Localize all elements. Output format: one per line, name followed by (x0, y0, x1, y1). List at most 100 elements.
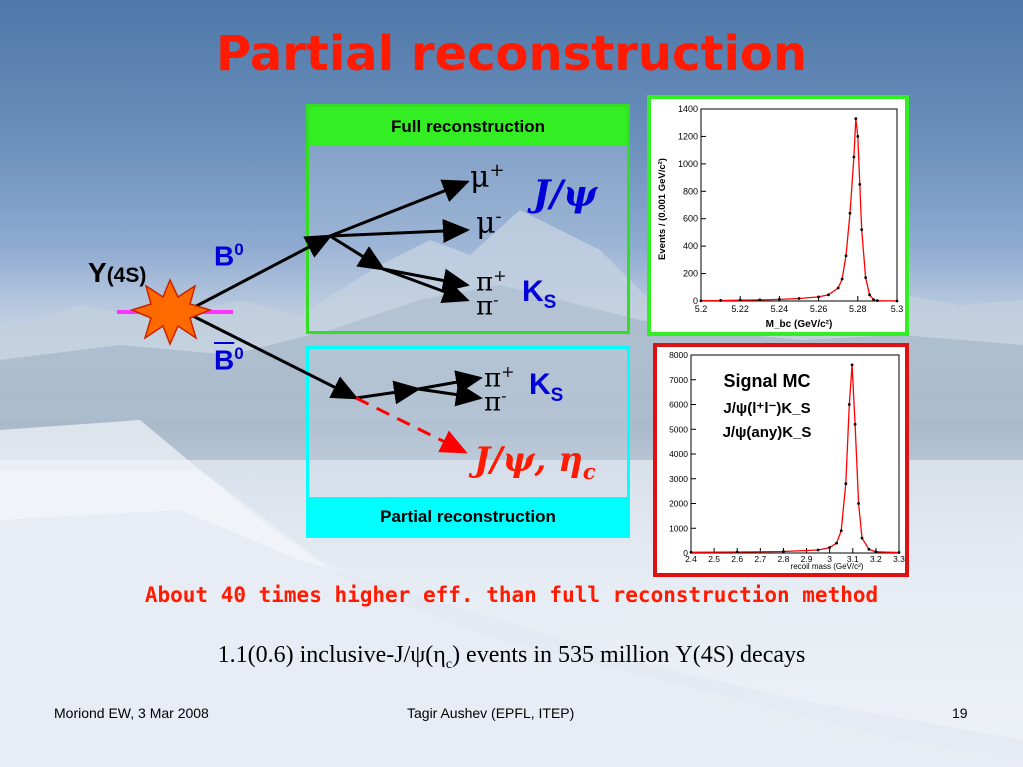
data-point (857, 502, 860, 505)
data-point (844, 254, 848, 258)
data-point (828, 546, 832, 549)
mu-plus-label: μ+ (470, 160, 505, 195)
b0-label: B0 (214, 240, 244, 272)
jpsi-etac-label: J/ψ, ηc (474, 440, 596, 484)
x-tick-label: 3.2 (870, 554, 882, 564)
b0-track (184, 234, 333, 314)
x-tick-label: 3 (827, 554, 832, 564)
data-point (852, 155, 856, 159)
data-point (735, 550, 739, 554)
data-point (897, 551, 901, 554)
data-point (840, 277, 844, 281)
x-tick-label: 2.6 (731, 554, 743, 564)
data-point (782, 550, 785, 553)
y-tick-label: 600 (683, 214, 698, 224)
y-tick-label: 200 (683, 269, 698, 279)
y-tick-label: 6000 (669, 400, 688, 410)
fit-curve (690, 364, 900, 554)
y-axis-label: Events / (0.001 GeV/c²) (657, 158, 668, 260)
x-tick-label: 3.1 (847, 554, 859, 564)
data-point (856, 135, 860, 138)
x-tick-label: 2.7 (754, 554, 766, 564)
mu-minus-track (329, 219, 470, 244)
data-point (872, 298, 875, 302)
x-axis-label: recoil mass (GeV/c²) (791, 562, 864, 571)
fit-curve (700, 118, 898, 302)
data-point (738, 298, 742, 302)
data-point (864, 276, 868, 280)
data-point (797, 297, 801, 300)
pi-minus-1-track (382, 267, 470, 303)
data-point (860, 228, 864, 232)
b0bar-label: B0 (214, 344, 244, 376)
data-point (836, 286, 840, 290)
data-point (853, 422, 857, 426)
y-tick-label: 1400 (678, 104, 698, 114)
pi-minus-2-label: π- (484, 386, 507, 418)
y-tick-label: 800 (683, 186, 698, 196)
ks-1-label: KS (522, 275, 557, 313)
y-tick-label: 5000 (669, 424, 688, 434)
x-tick-label: 5.28 (849, 304, 867, 314)
pi-plus-1-track (382, 267, 470, 293)
y-tick-label: 1000 (669, 523, 688, 533)
data-point (699, 299, 703, 303)
jpsi-full-label: J/ψ (533, 173, 598, 215)
data-point (895, 299, 899, 303)
y-tick-label: 1000 (678, 159, 698, 169)
events-note: 1.1(0.6) inclusive-J/ψ(ηc) events in 535… (217, 642, 806, 672)
x-tick-label: 2.8 (778, 554, 790, 564)
data-point (719, 299, 722, 302)
data-point (827, 293, 830, 297)
data-point (867, 547, 871, 551)
legend-jpsi-any-ks: J/ψ(any)K_S (723, 424, 812, 441)
pi-minus-1-label: π- (476, 290, 499, 322)
data-point (839, 529, 843, 533)
data-point (848, 211, 852, 215)
data-point (835, 541, 838, 545)
pi-plus-2-track (417, 370, 483, 395)
full-reconstruction-panel: Full reconstruction (306, 104, 630, 334)
data-point (758, 298, 762, 302)
x-tick-label: 2.4 (685, 554, 697, 564)
x-tick-label: 5.26 (810, 304, 828, 314)
y-tick-label: 8000 (669, 350, 688, 360)
data-point (876, 299, 879, 302)
mbc-plot-svg: 5.2 5.22 5.24 5.26 5.28 5.3 0 200 400 600 800 1000 1… (657, 104, 904, 330)
pi-plus-2-label: π+ (484, 362, 515, 394)
y-tick-label: 2000 (669, 499, 688, 509)
efficiency-note: About 40 times higher eff. than full rec… (144, 583, 879, 607)
legend-jpsi-ll-ks: J/ψ(l⁺l⁻)K_S (723, 400, 810, 417)
x-tick-label: 5.22 (731, 304, 749, 314)
data-point (689, 550, 693, 554)
mu-minus-label: μ- (476, 206, 502, 241)
data-point (817, 295, 820, 299)
data-point (860, 536, 864, 540)
y-tick-label: 400 (683, 241, 698, 251)
collision-star (129, 278, 213, 346)
y-tick-label: 0 (693, 296, 698, 306)
data-point (868, 293, 871, 297)
mbc-plot: 5.2 5.22 5.24 5.26 5.28 5.3 0 200 400 600 800 1000 1… (647, 95, 909, 336)
jpsi-etac-dashed-track (355, 396, 468, 454)
footer-page-number: 19 (952, 705, 968, 721)
pi-minus-2-track (417, 382, 483, 407)
x-tick-label: 5.3 (891, 304, 904, 314)
slide-title: Partial reconstruction (215, 26, 808, 82)
recoil-mass-plot: 2.4 2.5 2.6 2.7 2.8 2.9 3 3.1 3.2 3.3 0 1000 2000 300… (653, 343, 909, 577)
y-tick-label: 7000 (669, 375, 688, 385)
mu-plus-track (329, 179, 470, 238)
data-point (858, 183, 862, 186)
footer-conference: Moriond EW, 3 Mar 2008 (54, 705, 209, 721)
b0bar-track (184, 310, 359, 400)
footer-author: Tagir Aushev (EPFL, ITEP) (407, 705, 575, 721)
recoil-mass-plot-svg: 2.4 2.5 2.6 2.7 2.8 2.9 3 3.1 3.2 3.3 0 1000 2000 300… (669, 350, 905, 571)
y-tick-label: 0 (683, 548, 688, 558)
y-tick-label: 3000 (669, 474, 688, 484)
partial-reconstruction-label: Partial reconstruction (309, 497, 627, 535)
pi-plus-1-label: π+ (476, 266, 507, 298)
x-tick-label: 3.3 (893, 554, 905, 564)
x-tick-label: 5.2 (695, 304, 708, 314)
data-point (778, 297, 781, 301)
ks1-track (329, 234, 386, 271)
